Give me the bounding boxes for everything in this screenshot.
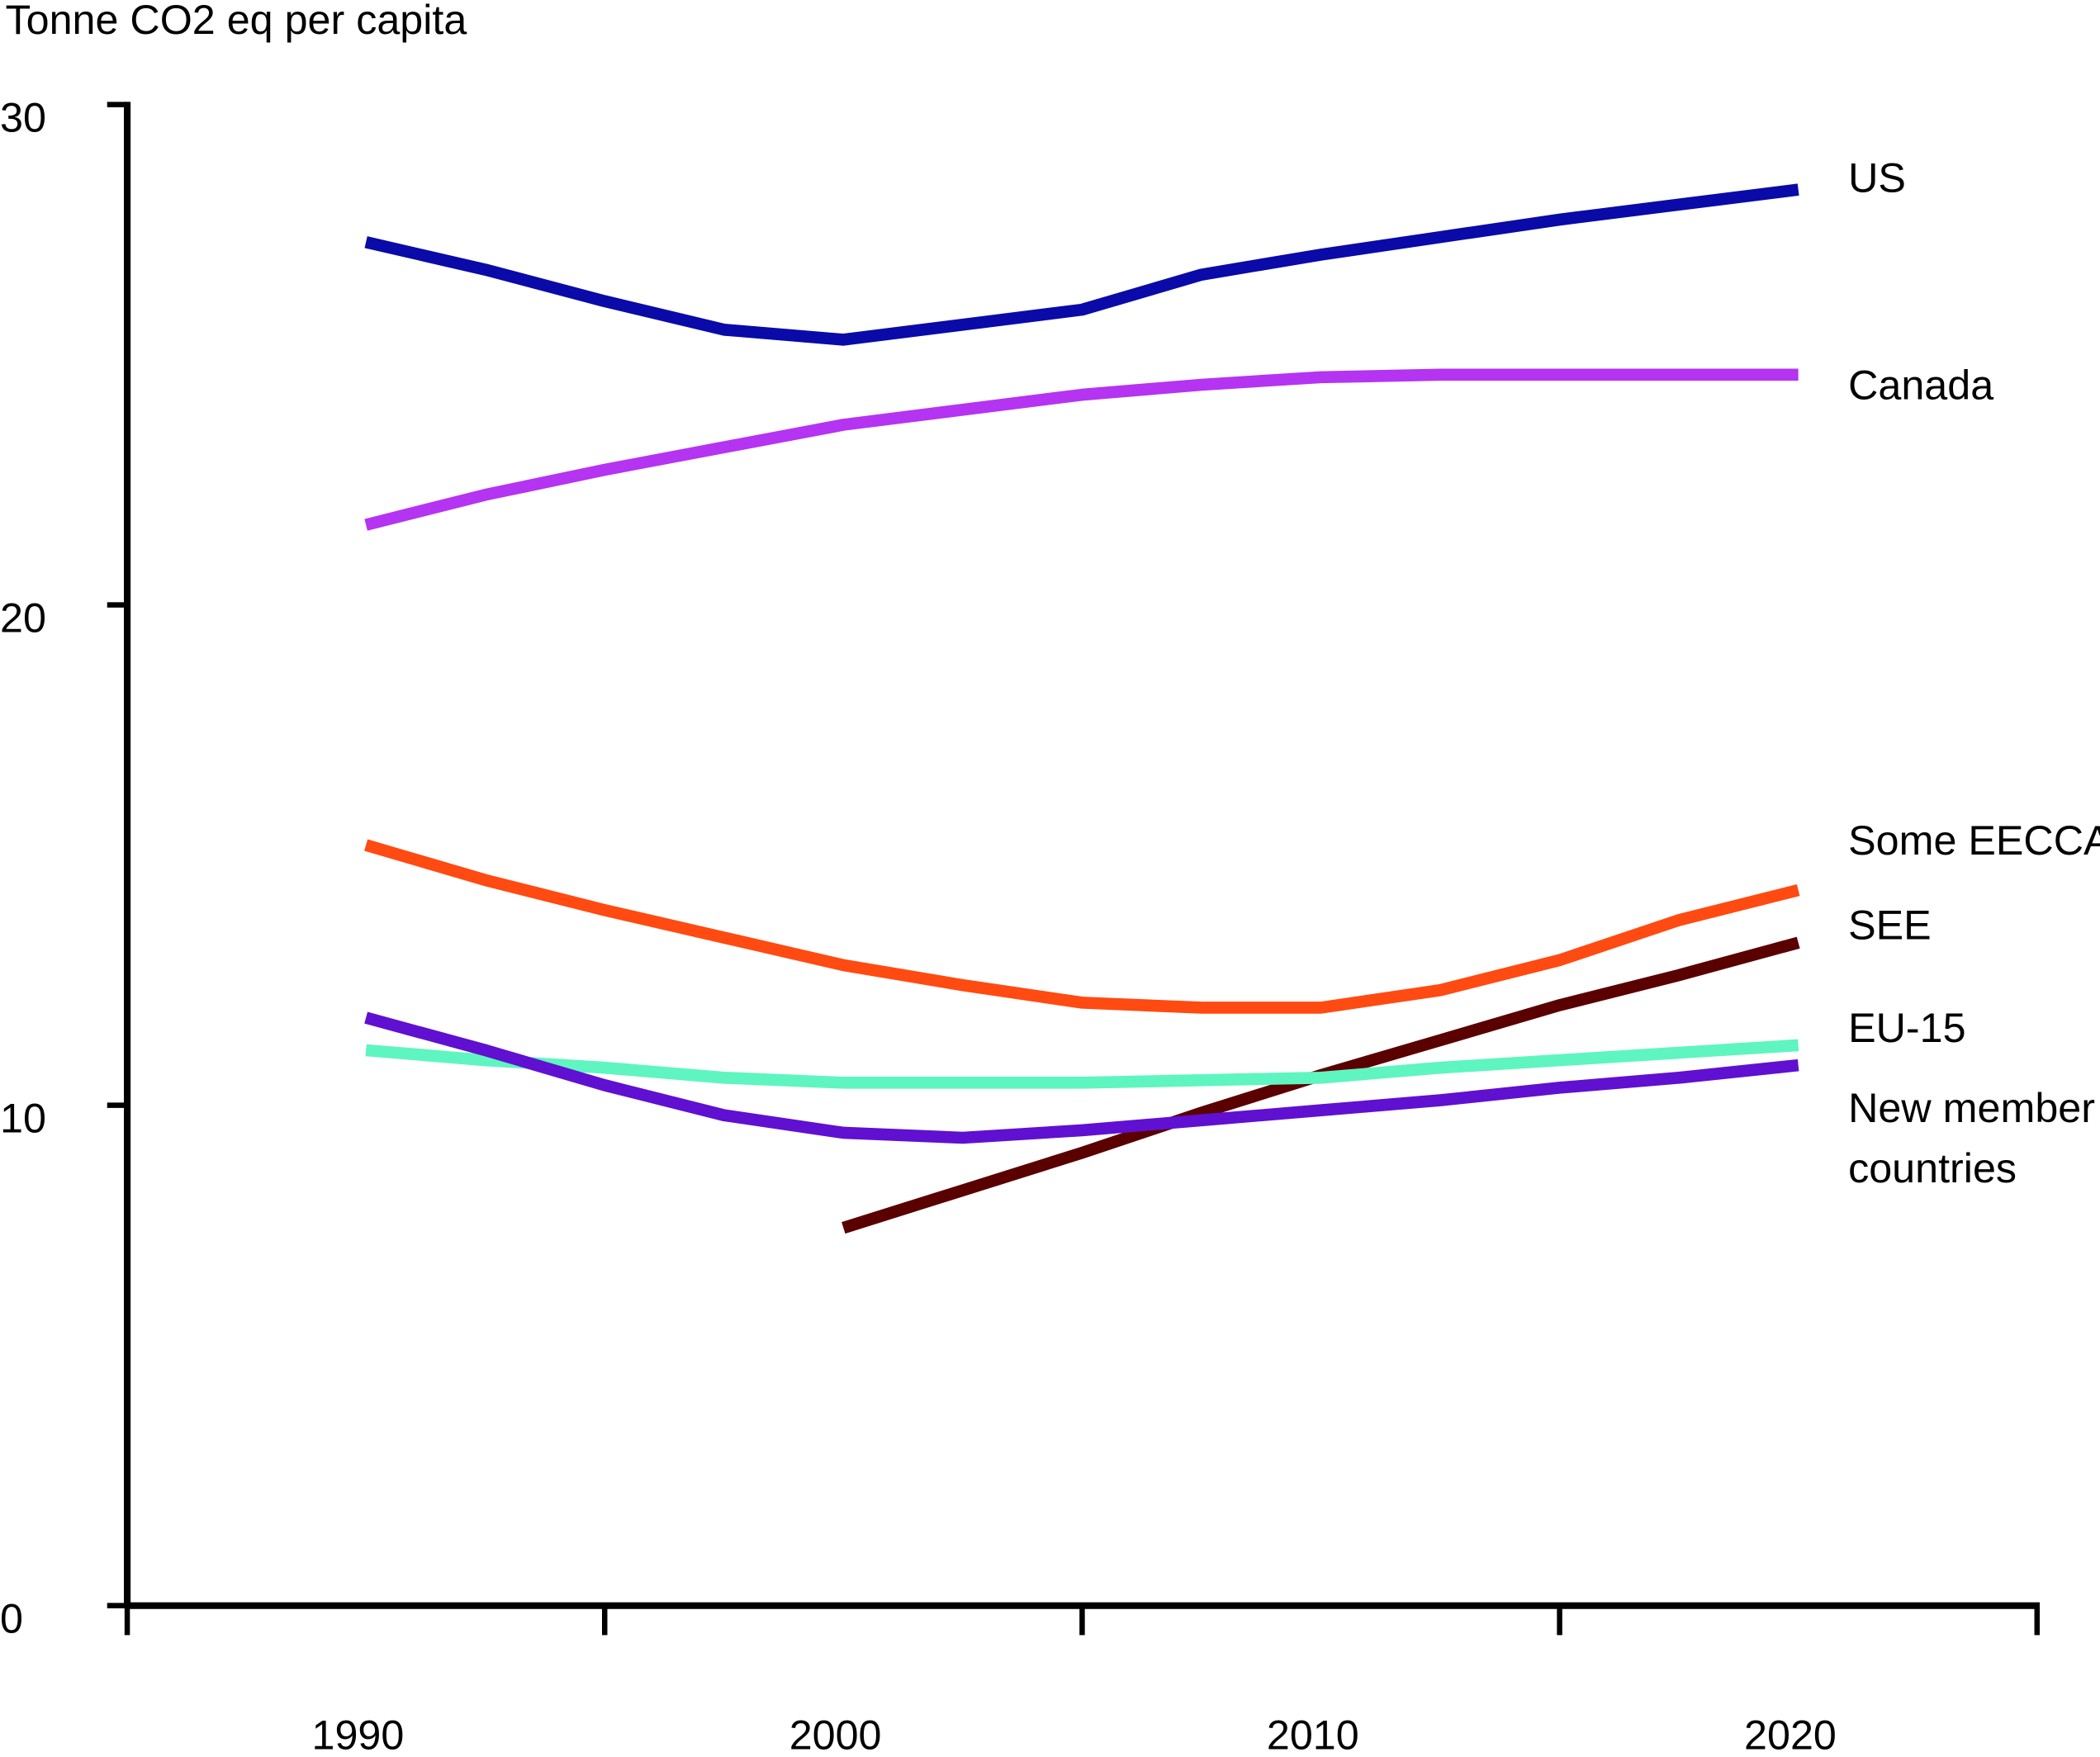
series-line <box>364 839 1800 1014</box>
series-line <box>365 1039 1799 1089</box>
y-tick-label: 10 <box>0 1094 46 1141</box>
series-label: SEE <box>1848 901 1932 948</box>
series-label: New member countries <box>1848 1084 2100 1191</box>
series-label: Canada <box>1848 362 1993 409</box>
series-line <box>364 183 1799 346</box>
series-label: US <box>1848 154 1906 201</box>
x-tick-label: 2020 <box>1744 1711 1837 1757</box>
x-tick-label: 2010 <box>1267 1711 1359 1757</box>
series-label: Some EECCA <box>1848 817 2100 864</box>
series-line <box>364 368 1799 531</box>
x-tick-label: 2000 <box>789 1711 882 1757</box>
y-tick-label: 30 <box>0 93 46 140</box>
y-axis-title: Tonne CO2 eq per capita <box>5 0 467 43</box>
x-tick-label: 1990 <box>312 1711 405 1757</box>
y-tick-label: 0 <box>0 1594 23 1641</box>
series-line <box>364 1011 1799 1144</box>
y-tick-label: 20 <box>0 594 46 641</box>
series-label: EU-15 <box>1848 1004 1965 1051</box>
